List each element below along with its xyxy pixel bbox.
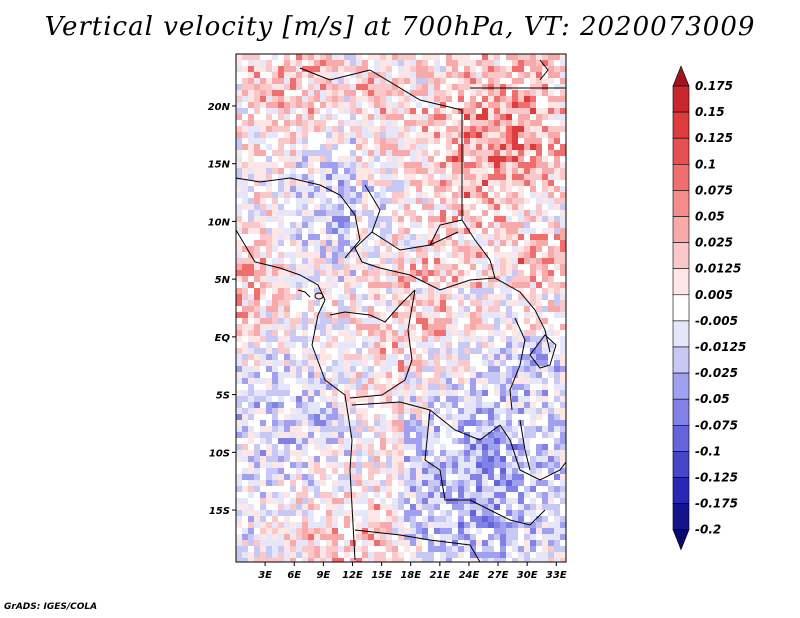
lon-tick-label: 6E [287, 570, 301, 581]
colorbar-segment [672, 477, 690, 504]
colorbar-segment [672, 372, 690, 400]
lon-tick-label: 21E [429, 570, 450, 581]
lat-tick-label: 10S [209, 448, 230, 459]
colorbar-label: 0.125 [695, 131, 733, 145]
lat-tick-label: 20N [208, 102, 231, 113]
country-borders [236, 59, 566, 562]
lat-tick-label: 15N [208, 160, 231, 171]
colorbar-segment [672, 346, 690, 374]
colorbar-label: 0.005 [695, 288, 733, 302]
colorbar-triangle-bottom [672, 529, 690, 551]
longitude-axis: 3E 6E 9E 12E 15E 18E 21E 24E 27E 30E 33E [258, 562, 567, 581]
lon-tick-label: 18E [400, 570, 421, 581]
colorbar-label: -0.2 [695, 523, 721, 537]
colorbar-segment [672, 85, 690, 113]
chart-title: Vertical velocity [m/s] at 700hPa, VT: 2… [44, 12, 756, 42]
colorbar-segment [672, 137, 690, 165]
latitude-axis: 20N 15N 10N 5N EQ 5S 10S 15S [208, 102, 236, 517]
colorbar-label: -0.025 [695, 366, 738, 380]
lat-tick-label: 5N [215, 275, 231, 286]
lon-tick-label: 9E [316, 570, 330, 581]
velocity-field [236, 54, 566, 562]
lon-tick-label: 33E [546, 570, 567, 581]
grads-credit: GrADS: IGES/COLA [4, 602, 98, 612]
lon-tick-label: 30E [517, 570, 538, 581]
colorbar-segment [672, 398, 690, 426]
colorbar-label: 0.1 [695, 157, 716, 171]
lat-tick-label: 10N [208, 217, 231, 228]
colorbar-label: 0.05 [695, 210, 725, 224]
colorbar-label: -0.05 [695, 392, 730, 406]
lon-tick-label: 27E [488, 570, 509, 581]
lat-tick-label: EQ [215, 333, 231, 344]
colorbar-label: -0.005 [695, 314, 738, 328]
colorbar-segment [672, 268, 690, 296]
colorbar: 0.175 0.15 0.125 0.1 0.075 0.05 0.025 0.0125 0.0… [672, 65, 746, 551]
lat-tick-label: 5S [216, 391, 230, 402]
lon-tick-label: 3E [258, 570, 272, 581]
colorbar-triangle-top [672, 65, 690, 87]
colorbar-label: -0.125 [695, 471, 738, 485]
colorbar-label: 0.075 [695, 183, 733, 197]
colorbar-label: 0.15 [695, 105, 725, 119]
colorbar-segment [672, 111, 690, 139]
colorbar-label: -0.175 [695, 497, 738, 511]
colorbar-segment [672, 424, 690, 452]
colorbar-segment [672, 294, 690, 322]
lon-tick-label: 24E [459, 570, 480, 581]
colorbar-segment [672, 164, 690, 191]
colorbar-label: 0.025 [695, 236, 733, 250]
colorbar-segment [672, 451, 690, 478]
colorbar-label: -0.0125 [695, 340, 746, 354]
colorbar-segment [672, 320, 690, 348]
lon-tick-label: 12E [342, 570, 363, 581]
colorbar-label: -0.075 [695, 418, 738, 432]
colorbar-segment [672, 216, 690, 243]
colorbar-label: -0.1 [695, 444, 721, 458]
colorbar-segment [672, 242, 690, 270]
map-frame [235, 53, 567, 563]
colorbar-segment [672, 503, 690, 531]
colorbar-label: 0.0125 [695, 262, 741, 276]
colorbar-segment [672, 190, 690, 217]
colorbar-label: 0.175 [695, 79, 733, 93]
lon-tick-label: 15E [371, 570, 392, 581]
lat-tick-label: 15S [209, 506, 230, 517]
